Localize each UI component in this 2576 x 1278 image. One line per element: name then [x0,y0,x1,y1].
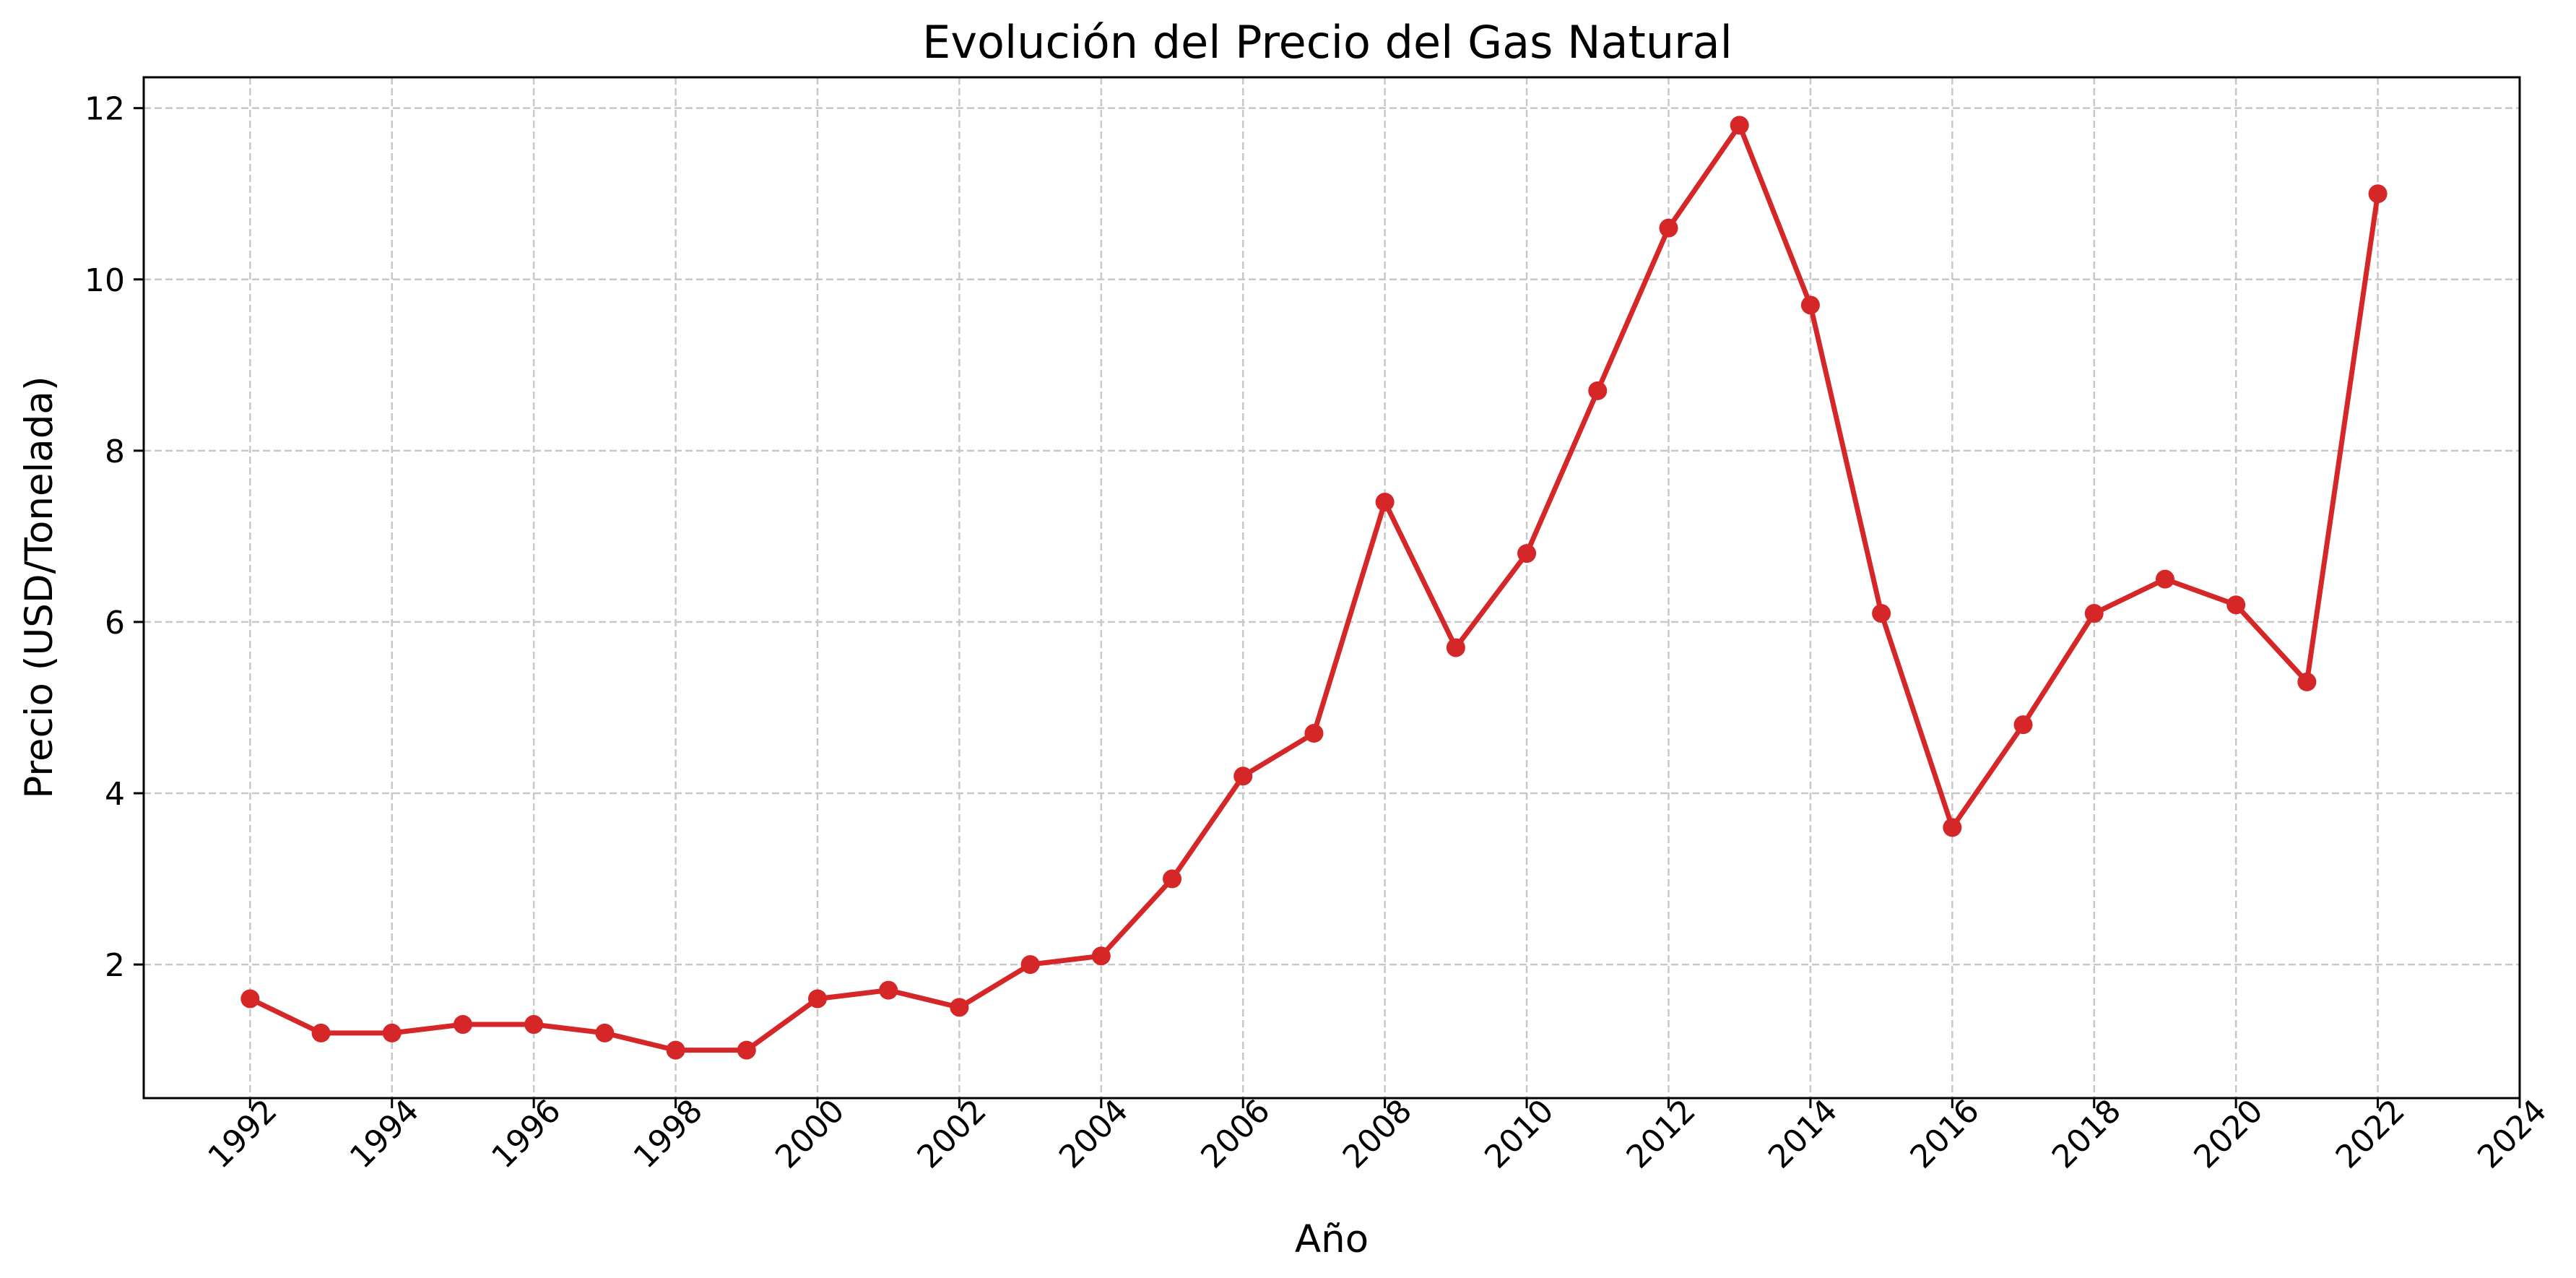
data-point [1800,295,1820,315]
data-point [2226,595,2246,615]
data-point [2013,715,2033,735]
data-point [311,1023,331,1042]
x-tick-label: 1996 [485,1092,568,1175]
data-point [1943,818,1962,837]
x-tick-label: 2008 [1336,1092,1419,1175]
data-point [2297,672,2317,691]
data-point [1020,955,1040,975]
series-layer [240,116,2388,1060]
data-point [1872,604,1891,623]
data-point [524,1015,544,1035]
x-axis-ticks: 1992 1994 1996 1998 2000 2002 2004 2006 2008 2010… [201,1092,2554,1175]
y-tick-label: 4 [105,776,125,813]
data-point [1304,724,1324,743]
x-tick-label: 1992 [201,1092,284,1175]
data-point [240,989,260,1009]
data-point [737,1040,756,1060]
x-tick-label: 2022 [2329,1092,2412,1175]
data-point [1730,116,1749,135]
x-tick-label: 2016 [1903,1092,1986,1175]
data-point [453,1015,472,1035]
x-tick-label: 2014 [1761,1092,1844,1175]
data-point [1517,544,1537,564]
x-tick-label: 2002 [911,1092,994,1175]
data-point [879,980,898,1000]
x-tick-label: 2004 [1052,1092,1135,1175]
data-point [950,998,969,1017]
x-tick-label: 1998 [627,1092,710,1175]
y-tick-label: 12 [84,91,125,128]
x-axis-label: Año [1295,1217,1369,1261]
x-tick-label: 2000 [768,1092,851,1175]
data-point [1375,492,1395,511]
y-tick-label: 10 [84,262,125,299]
x-tick-label: 2012 [1620,1092,1703,1175]
x-tick-label: 2024 [2471,1092,2554,1175]
data-point [2368,184,2388,204]
x-tick-label: 1994 [343,1092,426,1175]
data-point [1659,218,1678,238]
x-tick-label: 2006 [1194,1092,1277,1175]
data-point [1588,381,1608,400]
chart-title: Evolución del Precio del Gas Natural [922,16,1732,69]
data-point [1163,869,1182,889]
plot-frame [142,76,2521,1100]
y-axis-ticks: 2 4 6 8 10 12 [84,91,144,984]
data-point [1233,767,1253,786]
data-point [2084,604,2104,623]
data-point [666,1040,685,1060]
y-axis-label: Precio (USD/Tonelada) [17,376,61,798]
x-tick-label: 2018 [2045,1092,2128,1175]
series-line [248,122,2381,1053]
x-tick-label: 2020 [2187,1092,2270,1175]
data-point [807,989,827,1009]
data-point [1091,946,1111,966]
x-tick-label: 2010 [1478,1092,1561,1175]
y-tick-label: 6 [105,605,125,642]
data-point [382,1023,402,1042]
data-point [595,1023,615,1042]
data-point [2155,569,2174,589]
y-tick-label: 2 [105,947,125,984]
data-point [1446,638,1465,657]
y-tick-label: 8 [105,433,125,470]
